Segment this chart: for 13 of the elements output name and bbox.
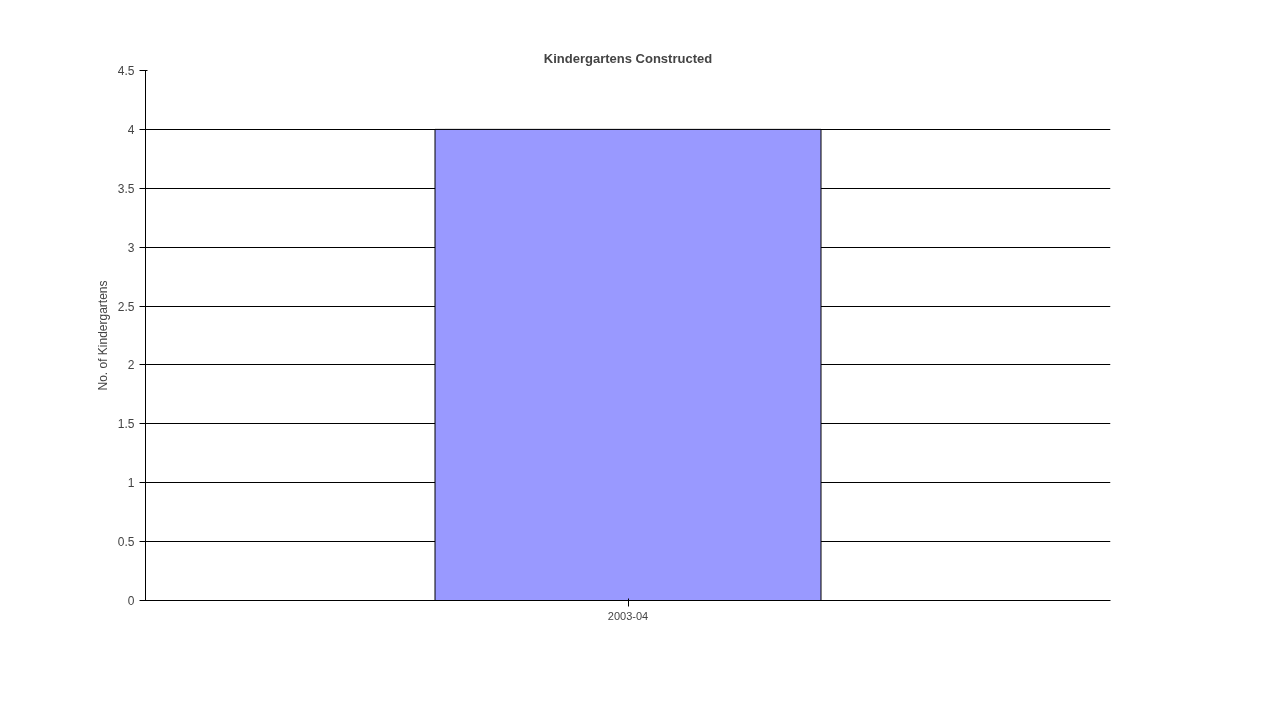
y-tick-label: 4.5 — [117, 64, 135, 78]
y-tick-label: 3.5 — [117, 181, 135, 196]
chart-title: Kindergartens Constructed — [543, 50, 713, 66]
y-tick-label: 2 — [127, 358, 135, 373]
y-tick-label: 1.5 — [117, 417, 135, 432]
x-tick-label: 2003-04 — [607, 609, 649, 622]
y-tick-label: 0 — [127, 594, 135, 608]
y-tick-label: 2.5 — [117, 299, 135, 314]
y-tick-label: 1 — [127, 476, 135, 491]
y-tick-label: 3 — [127, 240, 135, 255]
y-tick-label: 0.5 — [117, 535, 135, 550]
y-axis-title: No. of Kindergartens — [95, 280, 110, 391]
y-tick-label: 4 — [127, 122, 135, 137]
